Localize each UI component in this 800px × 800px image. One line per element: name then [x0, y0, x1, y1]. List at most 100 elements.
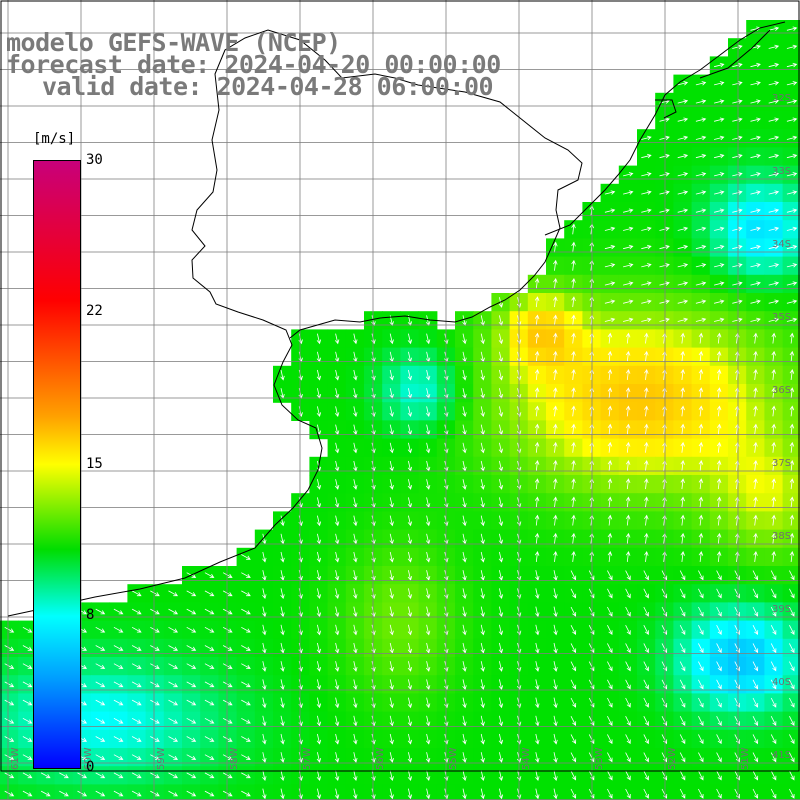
- wind-arrow: [22, 626, 33, 633]
- wind-arrow: [204, 572, 215, 578]
- wind-arrow: [734, 661, 740, 672]
- wind-arrow: [768, 44, 780, 50]
- wind-arrow: [770, 679, 777, 690]
- wind-arrow: [262, 551, 267, 563]
- wind-arrow: [280, 551, 285, 563]
- wind-arrow: [716, 606, 722, 617]
- wind-cell: [163, 784, 183, 800]
- wind-arrow: [462, 715, 467, 727]
- wind-arrow: [407, 515, 413, 527]
- wind-arrow: [480, 752, 485, 763]
- wind-arrow: [389, 406, 394, 418]
- wind-arrow: [316, 515, 322, 527]
- wind-arrow: [570, 770, 577, 781]
- wind-arrow: [353, 715, 358, 727]
- wind-arrow: [534, 441, 540, 453]
- wind-arrow: [407, 788, 413, 800]
- wind-arrow: [679, 570, 686, 581]
- wind-arrow: [750, 208, 761, 213]
- wind-arrow: [677, 281, 689, 286]
- wind-arrow: [95, 790, 106, 797]
- wind-arrow: [498, 733, 504, 745]
- wind-arrow: [604, 190, 616, 195]
- wind-arrow: [95, 754, 106, 760]
- wind-arrow: [407, 715, 413, 727]
- wind-arrow: [425, 624, 431, 636]
- wind-arrow: [570, 788, 577, 799]
- wind-arrow: [553, 642, 558, 654]
- lon-label: 61W: [10, 747, 21, 770]
- wind-arrow: [553, 460, 558, 471]
- wind-arrow: [604, 263, 616, 268]
- wind-arrow: [334, 333, 340, 345]
- wind-arrow: [22, 645, 33, 651]
- wind-arrow: [334, 788, 340, 800]
- wind-arrow: [625, 752, 631, 763]
- wind-arrow: [553, 679, 558, 691]
- wind-arrow: [571, 532, 576, 544]
- wind-arrow: [698, 625, 704, 635]
- wind-arrow: [789, 570, 795, 581]
- wind-arrow: [570, 716, 577, 726]
- wind-arrow: [498, 442, 504, 454]
- wind-arrow: [334, 752, 340, 763]
- wind-arrow: [770, 788, 777, 799]
- wind-cell: [782, 711, 800, 731]
- wind-arrow: [679, 716, 686, 726]
- wind-arrow: [113, 754, 124, 760]
- wind-arrow: [95, 699, 106, 706]
- wind-arrow: [644, 532, 649, 544]
- wind-arrow: [698, 716, 704, 726]
- wind-arrow: [553, 588, 558, 600]
- wind-arrow: [498, 406, 504, 418]
- wind-arrow: [716, 496, 722, 508]
- wind-arrow: [734, 570, 740, 581]
- wind-arrow: [771, 460, 776, 471]
- wind-arrow: [571, 259, 576, 271]
- wind-arrow: [462, 442, 467, 454]
- wind-cell: [491, 784, 511, 800]
- wind-arrow: [262, 661, 267, 672]
- wind-arrow: [716, 441, 722, 453]
- wind-arrow: [22, 663, 33, 669]
- wind-arrow: [771, 496, 776, 508]
- wind-arrow: [571, 496, 576, 508]
- wind-arrow: [714, 153, 725, 159]
- wind-arrow: [641, 172, 652, 177]
- wind-arrow: [750, 299, 761, 304]
- wind-arrow: [204, 754, 215, 760]
- wind-arrow: [680, 478, 685, 490]
- wind-arrow: [698, 405, 704, 417]
- wind-arrow: [716, 551, 722, 562]
- wind-arrow: [4, 790, 15, 797]
- wind-arrow: [571, 369, 576, 380]
- wind-arrow: [553, 332, 558, 344]
- wind-arrow: [695, 208, 707, 213]
- wind-arrow: [334, 606, 340, 618]
- wind-arrow: [768, 81, 780, 86]
- wind-arrow: [607, 716, 613, 726]
- wind-arrow: [480, 479, 485, 490]
- wind-arrow: [625, 588, 631, 599]
- wind-arrow: [607, 788, 613, 799]
- wind-arrow: [425, 715, 431, 727]
- wind-arrow: [732, 317, 743, 323]
- wind-arrow: [625, 788, 631, 799]
- wind-arrow: [353, 333, 358, 345]
- wind-arrow: [353, 369, 358, 381]
- wind-arrow: [534, 405, 540, 417]
- wind-arrow: [659, 172, 670, 177]
- wind-arrow: [677, 190, 689, 195]
- wind-arrow: [389, 733, 394, 745]
- wind-arrow: [334, 624, 340, 636]
- wind-arrow: [661, 788, 668, 799]
- wind-arrow: [334, 588, 340, 600]
- wind-arrow: [698, 514, 704, 526]
- wind-arrow: [280, 624, 285, 636]
- wind-arrow: [389, 679, 394, 691]
- wind-arrow: [113, 645, 124, 651]
- wind-arrow: [607, 514, 613, 526]
- wind-arrow: [752, 752, 759, 763]
- wind-arrow: [498, 770, 504, 782]
- wind-arrow: [752, 606, 759, 617]
